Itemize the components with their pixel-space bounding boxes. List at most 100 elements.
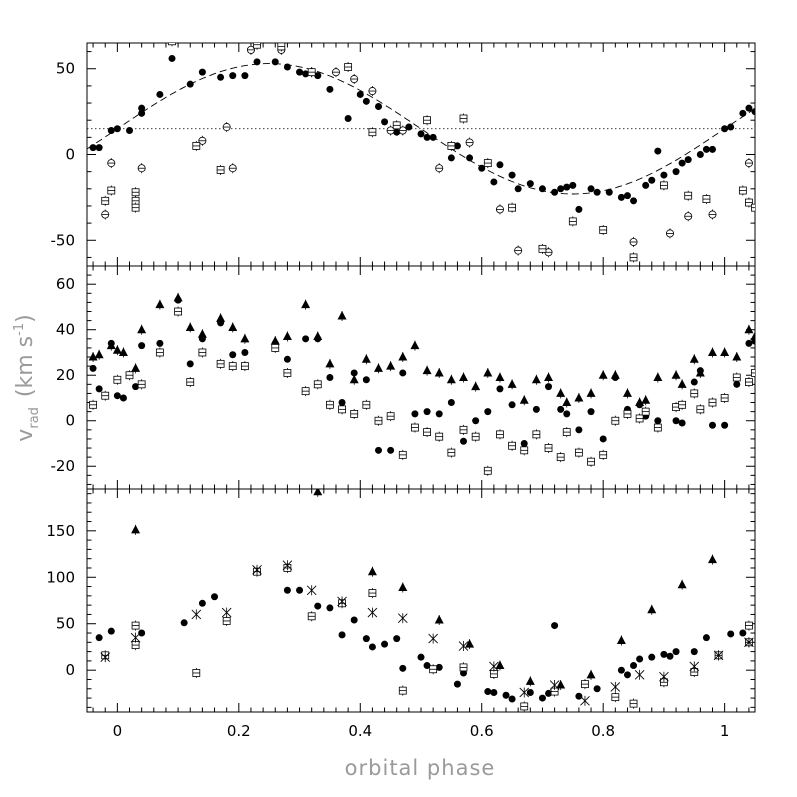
marker-filled-circle: [107, 339, 115, 347]
marker-filled-triangle: [228, 322, 238, 331]
data-point: [557, 405, 565, 413]
marker-filled-circle: [374, 446, 382, 454]
data-point: [611, 692, 620, 703]
data-point: [314, 72, 322, 80]
marker-filled-circle: [526, 688, 534, 696]
data-point: [338, 399, 346, 407]
y-tick-label: 60: [56, 275, 75, 293]
data-point: [447, 399, 455, 407]
data-point: [599, 224, 608, 235]
data-point: [241, 348, 249, 356]
x-tick-label: 0.4: [348, 722, 372, 740]
y-axis-title-exp: -1: [12, 323, 27, 336]
data-point: [453, 680, 461, 688]
data-point: [665, 228, 674, 239]
data-point: [393, 128, 401, 136]
marker-filled-circle: [654, 417, 662, 425]
data-point: [744, 324, 754, 335]
data-point: [574, 392, 584, 403]
marker-filled-triangle: [677, 579, 687, 589]
marker-filled-circle: [672, 648, 680, 656]
y-tick-label: 100: [46, 568, 75, 586]
data-point: [745, 104, 753, 112]
marker-filled-circle: [739, 109, 747, 117]
data-point: [508, 171, 516, 179]
data-point: [367, 607, 378, 618]
marker-filled-circle: [186, 80, 194, 88]
marker-filled-circle: [611, 374, 619, 381]
marker-filled-circle: [460, 437, 468, 445]
marker-filled-triangle: [671, 370, 681, 379]
marker-filled-circle: [623, 192, 631, 200]
marker-filled-circle: [338, 631, 346, 639]
panel-plot-area: [95, 489, 754, 712]
data-point: [368, 127, 377, 138]
data-point: [344, 114, 352, 122]
data-point: [526, 688, 534, 696]
data-point: [350, 369, 358, 377]
data-point: [192, 140, 201, 151]
marker-filled-circle: [727, 630, 735, 638]
y-axis-title: vrad (km s-1): [12, 314, 42, 441]
data-point: [751, 367, 755, 378]
data-point: [137, 163, 146, 174]
data-point: [721, 421, 729, 429]
data-point: [666, 652, 674, 660]
data-point: [623, 671, 631, 679]
marker-filled-circle: [739, 629, 747, 637]
panel-plot-area: [87, 43, 755, 263]
data-point: [222, 122, 231, 133]
data-point: [702, 194, 711, 205]
marker-filled-triangle: [197, 329, 207, 338]
data-point: [398, 125, 407, 136]
marker-cross-b: [282, 560, 293, 571]
series-cross: [100, 560, 754, 706]
data-point: [653, 422, 662, 433]
marker-filled-circle: [557, 405, 565, 413]
marker-filled-triangle: [586, 669, 596, 679]
marker-filled-circle: [374, 102, 382, 110]
data-point: [660, 171, 668, 179]
marker-filled-circle: [95, 634, 103, 642]
marker-filled-circle: [314, 602, 322, 610]
marker-filled-triangle: [507, 379, 517, 388]
data-point: [119, 394, 127, 402]
marker-filled-circle: [423, 408, 431, 416]
marker-filled-circle: [435, 663, 443, 671]
data-point: [733, 380, 741, 388]
marker-filled-circle: [362, 376, 370, 384]
data-point: [326, 604, 334, 612]
marker-filled-triangle: [544, 372, 554, 381]
y-tick-label: -20: [51, 457, 76, 475]
marker-filled-circle: [702, 634, 710, 642]
marker-filled-circle: [241, 72, 249, 80]
data-point: [641, 406, 650, 417]
marker-filled-triangle: [689, 354, 699, 363]
data-point: [398, 685, 407, 696]
marker-filled-triangle: [525, 676, 535, 685]
marker-cross-b: [519, 687, 530, 698]
data-point: [94, 349, 104, 360]
data-point: [381, 118, 389, 126]
data-point: [368, 86, 377, 97]
data-point: [393, 635, 401, 643]
data-point: [198, 135, 207, 146]
marker-cross-b: [337, 596, 347, 607]
marker-filled-circle: [283, 586, 291, 594]
marker-filled-circle: [350, 369, 358, 377]
marker-filled-circle: [733, 380, 741, 388]
data-point: [302, 335, 310, 343]
data-point: [458, 641, 469, 652]
series-filled-circle: [95, 586, 747, 703]
data-point: [642, 181, 650, 189]
marker-filled-circle: [326, 604, 334, 612]
marker-filled-circle: [532, 405, 540, 413]
data-point: [155, 299, 165, 310]
marker-filled-circle: [696, 367, 704, 375]
marker-filled-circle: [514, 185, 522, 193]
data-point: [459, 113, 468, 124]
x-tick-label: 0.2: [227, 722, 251, 740]
marker-filled-circle: [198, 68, 206, 76]
data-point: [131, 620, 140, 631]
data-point: [745, 620, 753, 631]
